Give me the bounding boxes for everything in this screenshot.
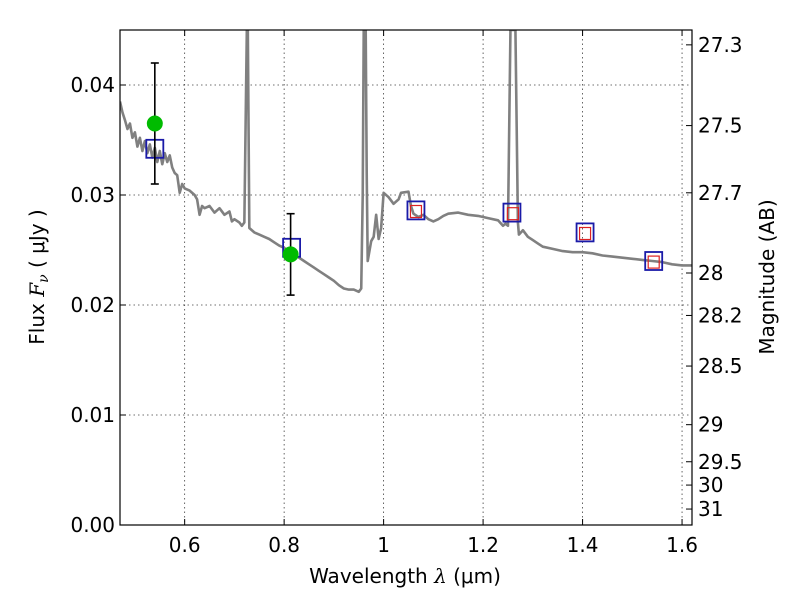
x-tick-label: 0.8 xyxy=(268,533,300,557)
observed-point xyxy=(146,62,163,185)
x-tick-label: 1.2 xyxy=(467,533,499,557)
x-tick-label: 0.6 xyxy=(169,533,201,557)
model-band-square xyxy=(644,251,664,271)
spectrum-line xyxy=(120,30,692,294)
y-tick-label: 0.03 xyxy=(70,183,115,207)
series-layer xyxy=(120,30,692,294)
model-band-square xyxy=(575,222,595,243)
grid-layer xyxy=(120,30,692,526)
plot-frame xyxy=(119,29,693,526)
y2-tick-label: 28.5 xyxy=(698,354,743,378)
model-band-square xyxy=(406,200,426,221)
predicted-band-square xyxy=(647,255,660,269)
axes-layer: 0.6 0.8 1 1.2 1.4 1.6 0.00 0.01 0.02 0.03 0.04 27.3… xyxy=(70,29,743,557)
y2-tick-label: 27.3 xyxy=(698,33,743,57)
y2-tick-label: 31 xyxy=(698,497,723,521)
y-tick-label: 0.04 xyxy=(70,73,115,97)
model-band-square xyxy=(502,202,522,223)
y2-tick-label: 28 xyxy=(698,261,723,285)
y-axis-title: Flux Fν ( μJy ) xyxy=(25,209,52,344)
observed-dot xyxy=(146,115,163,132)
y2-tick-label: 30 xyxy=(698,473,723,497)
y2-tick-label: 27.7 xyxy=(698,181,743,205)
y-tick-label: 0.02 xyxy=(70,293,115,317)
y2-tick-label: 29.5 xyxy=(698,450,743,474)
x-tick-label: 1 xyxy=(377,533,390,557)
y2-axis-title: Magnitude (AB) xyxy=(755,199,779,354)
x-tick-label: 1.6 xyxy=(666,533,698,557)
x-tick-label: 1.4 xyxy=(567,533,599,557)
observed-point xyxy=(282,212,299,296)
y2-tick-label: 27.5 xyxy=(698,114,743,138)
observed-dot xyxy=(282,246,299,263)
predicted-band-square xyxy=(506,207,520,221)
predicted-band-square xyxy=(578,226,592,241)
y2-tick-label: 28.2 xyxy=(698,303,743,327)
x-axis-title: Wavelength λ (μm) xyxy=(309,564,501,588)
y-tick-label: 0.00 xyxy=(70,513,115,537)
y-tick-label: 0.01 xyxy=(70,403,115,427)
predicted-band-square xyxy=(409,204,423,219)
y2-tick-label: 29 xyxy=(698,413,723,437)
